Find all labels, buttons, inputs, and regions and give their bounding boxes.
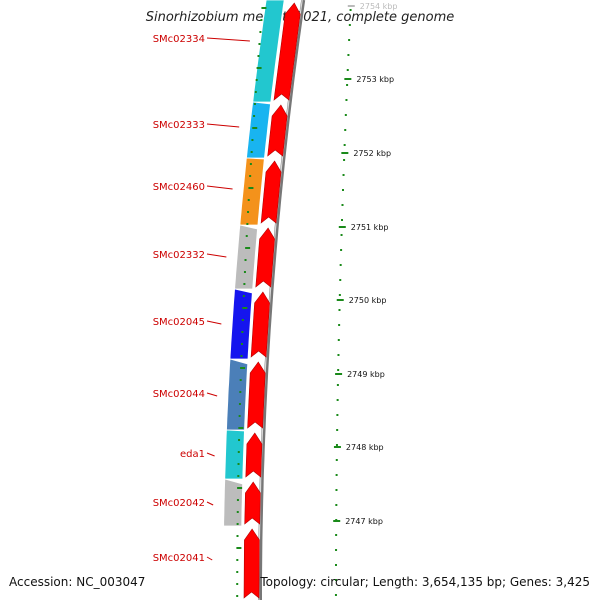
ruler-label: 2747 kbp xyxy=(345,517,383,526)
ruler-label: 2754 kbp xyxy=(360,2,398,11)
ruler-label: 2750 kbp xyxy=(349,296,387,305)
ruler-label: 2751 kbp xyxy=(351,223,389,232)
accession-text: Accession: NC_003047 xyxy=(9,575,146,589)
gene-arrow-smc02333[interactable] xyxy=(267,104,288,157)
gene-band-smc02045[interactable] xyxy=(229,288,253,360)
gene-band-smc02042[interactable] xyxy=(223,478,244,527)
gene-leader-line xyxy=(206,320,222,325)
gene-leader-line xyxy=(206,123,240,128)
gene-label[interactable]: SMc02042 xyxy=(153,498,205,509)
gene-arrow-smc02042[interactable] xyxy=(244,481,261,525)
gene-band-smc02333[interactable] xyxy=(245,101,271,159)
gene-band-smc02332[interactable] xyxy=(234,224,258,290)
gene-label[interactable]: SMc02460 xyxy=(153,182,205,193)
gene-band-smc02044[interactable] xyxy=(226,358,249,431)
gene-arrow-eda1[interactable] xyxy=(245,432,263,478)
ruler-label: 2749 kbp xyxy=(347,370,385,379)
gene-label[interactable]: SMc02334 xyxy=(153,34,205,45)
gene-arrow-smc02041[interactable] xyxy=(243,528,260,599)
gene-label[interactable]: SMc02044 xyxy=(153,389,205,400)
ruler-label: 2748 kbp xyxy=(346,443,384,452)
gene-leader-line xyxy=(206,501,214,506)
gene-arrow-smc02045[interactable] xyxy=(250,291,270,358)
gene-label[interactable]: eda1 xyxy=(180,449,205,460)
gene-label[interactable]: SMc02045 xyxy=(153,317,205,328)
gene-leader-line xyxy=(206,253,227,258)
gene-leader-line xyxy=(206,556,213,561)
genome-backbone xyxy=(258,0,306,600)
gene-label[interactable]: SMc02332 xyxy=(153,250,205,261)
gene-band-smc02460[interactable] xyxy=(239,157,265,226)
gene-leader-line xyxy=(206,37,250,42)
ruler-label: 2752 kbp xyxy=(353,149,391,158)
gene-arrow-smc02044[interactable] xyxy=(247,361,266,429)
gene-leader-line xyxy=(206,185,233,190)
ruler-label: 2753 kbp xyxy=(356,75,394,84)
gene-label[interactable]: SMc02041 xyxy=(153,553,205,564)
gene-band-eda1[interactable] xyxy=(224,429,245,480)
gene-arrow-smc02334[interactable] xyxy=(273,2,301,101)
gene-leader-line xyxy=(206,392,218,397)
gene-leader-line xyxy=(206,452,215,457)
gene-label[interactable]: SMc02333 xyxy=(153,120,205,131)
topology-text: Topology: circular; Length: 3,654,135 bp… xyxy=(260,575,590,589)
gene-arrow-smc02332[interactable] xyxy=(255,227,275,288)
gene-band-smc02334[interactable] xyxy=(252,0,285,103)
gene-arrow-smc02460[interactable] xyxy=(260,160,282,224)
